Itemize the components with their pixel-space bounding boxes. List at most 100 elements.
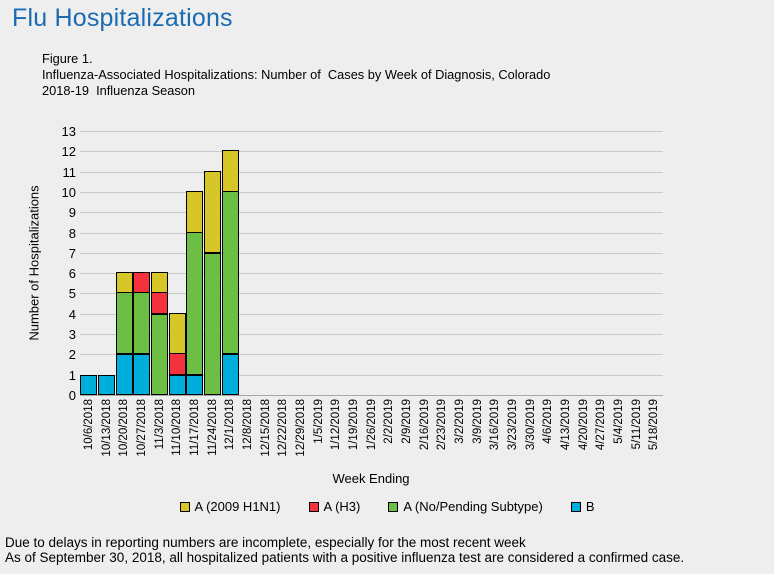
x-tick-slot: 4/13/2019 [557, 399, 575, 465]
x-tick-slot: 4/20/2019 [575, 399, 593, 465]
bar-column [433, 131, 451, 395]
page-title: Flu Hospitalizations [12, 4, 233, 32]
x-tick-slot: 1/19/2019 [345, 399, 363, 465]
bar-segment-a-no-pending-subtype [115, 292, 133, 355]
x-tick-slot: 11/24/2018 [204, 399, 222, 465]
x-tick-label: 4/13/2019 [559, 399, 572, 451]
bar-segment-b [133, 354, 151, 395]
x-tick-slot: 3/30/2019 [522, 399, 540, 465]
bar-column [168, 131, 186, 395]
bar-column [610, 131, 628, 395]
x-tick-label: 10/13/2018 [100, 399, 113, 457]
x-tick-slot: 5/18/2019 [646, 399, 664, 465]
bar-column [204, 131, 222, 395]
y-tick-label: 13 [61, 124, 76, 139]
footnote-line2: As of September 30, 2018, all hospitaliz… [5, 550, 685, 565]
x-tick-label: 10/27/2018 [135, 399, 148, 457]
x-tick-slot: 4/6/2019 [539, 399, 557, 465]
bar-segment-b [168, 374, 186, 395]
x-tick-label: 2/23/2019 [436, 399, 449, 451]
x-tick-slot: 10/13/2018 [98, 399, 116, 465]
bar-column [380, 131, 398, 395]
gridline [80, 171, 663, 173]
figure-caption-line1: Figure 1. [42, 51, 93, 66]
bar-column [575, 131, 593, 395]
gridline [80, 293, 663, 295]
x-tick-label: 11/10/2018 [171, 399, 184, 456]
x-tick-slot: 12/1/2018 [221, 399, 239, 465]
bar-column [522, 131, 540, 395]
bar-column [221, 131, 239, 395]
footnote-line1: Due to delays in reporting numbers are i… [5, 535, 526, 550]
x-tick-label: 11/24/2018 [206, 399, 219, 456]
legend-swatch-icon [179, 501, 190, 512]
x-tick-label: 1/26/2019 [365, 399, 378, 451]
bar-column [486, 131, 504, 395]
x-tick-label: 4/20/2019 [577, 399, 590, 451]
x-tick-slot: 2/9/2019 [398, 399, 416, 465]
x-tick-slot: 10/20/2018 [115, 399, 133, 465]
legend-swatch-icon [570, 501, 581, 512]
x-tick-label: 2/2/2019 [383, 399, 396, 444]
bar-column [363, 131, 381, 395]
bar-segment-a-2009-h1n1 [186, 190, 204, 233]
bar-segment-b [186, 374, 204, 395]
y-tick-label: 6 [68, 266, 76, 282]
x-tick-label: 3/9/2019 [471, 399, 484, 444]
x-tick-label: 12/8/2018 [241, 399, 254, 451]
gridline [80, 313, 663, 315]
bar-column [628, 131, 646, 395]
y-tick-label: 2 [68, 347, 76, 363]
gridline [80, 354, 663, 356]
bar-segment-b [115, 354, 133, 395]
legend-item: A (No/Pending Subtype) [388, 499, 543, 514]
figure-caption-line3: 2018-19 Influenza Season [42, 83, 195, 98]
x-tick-slot: 4/27/2019 [592, 399, 610, 465]
x-axis-title: Week Ending [332, 471, 410, 486]
bar-segment-a-no-pending-subtype [186, 231, 204, 375]
x-tick-label: 11/3/2018 [153, 399, 166, 450]
y-tick-label: 8 [68, 225, 76, 241]
legend-swatch-icon [308, 501, 319, 512]
y-tick-label: 4 [68, 306, 76, 322]
legend-label: A (H3) [323, 499, 361, 514]
x-tick-label: 10/20/2018 [118, 399, 131, 457]
x-tick-slot: 12/8/2018 [239, 399, 257, 465]
x-tick-slot: 3/23/2019 [504, 399, 522, 465]
bar-column [327, 131, 345, 395]
legend-item: A (H3) [308, 499, 361, 514]
y-tick-label: 11 [62, 164, 77, 180]
x-tick-slot: 11/3/2018 [151, 399, 169, 465]
bar-segment-a-2009-h1n1 [115, 272, 133, 294]
x-tick-slot: 5/11/2019 [628, 399, 646, 465]
gridline [80, 212, 663, 214]
bar-segment-a-no-pending-subtype [133, 292, 151, 355]
bar-segment-a-h3 [168, 353, 186, 375]
x-tick-slot: 1/12/2019 [327, 399, 345, 465]
legend-swatch-icon [388, 501, 399, 512]
x-tick-label: 1/12/2019 [330, 399, 343, 451]
x-tick-label: 12/15/2018 [259, 399, 272, 457]
x-tick-slot: 2/23/2019 [433, 399, 451, 465]
x-tick-slot: 10/27/2018 [133, 399, 151, 465]
x-tick-label: 5/18/2019 [648, 399, 661, 451]
bar-column [504, 131, 522, 395]
bar-column [345, 131, 363, 395]
x-tick-slot: 12/29/2018 [292, 399, 310, 465]
x-tick-slot: 12/15/2018 [257, 399, 275, 465]
gridline [80, 232, 663, 234]
bar-column [115, 131, 133, 395]
bar-column [98, 131, 116, 395]
bar-segment-a-no-pending-subtype [204, 252, 221, 395]
y-tick-label: 12 [61, 144, 76, 160]
y-tick-label: 10 [61, 184, 76, 200]
legend-label: A (No/Pending Subtype) [403, 499, 543, 514]
chart-plot-area [80, 131, 663, 396]
x-tick-label: 3/16/2019 [489, 399, 502, 451]
x-tick-label: 12/1/2018 [224, 399, 237, 451]
bar-segment-a-h3 [133, 272, 151, 294]
x-tick-label: 4/27/2019 [595, 399, 608, 451]
y-tick-label: 7 [68, 245, 76, 261]
x-tick-label: 12/22/2018 [277, 399, 290, 457]
bar-column [539, 131, 557, 395]
